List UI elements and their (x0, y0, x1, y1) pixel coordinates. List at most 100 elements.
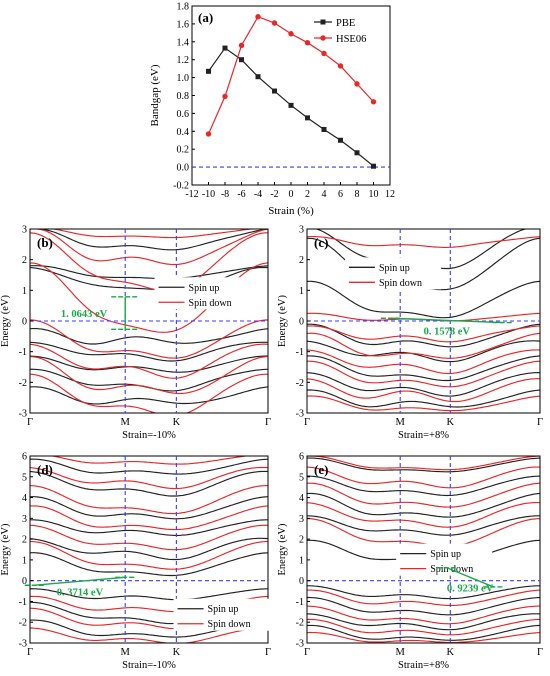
y-tick-label: -1 (19, 597, 27, 608)
spin-down-band (307, 360, 540, 388)
y-tick-label: 0.6 (177, 109, 190, 120)
spin-down-band (307, 325, 540, 343)
band-lines (307, 229, 540, 412)
data-point (288, 31, 294, 37)
spin-up-band (30, 265, 268, 280)
data-point (255, 14, 261, 20)
y-tick-label: 2 (22, 255, 27, 266)
spin-down-band (307, 631, 540, 643)
k-point-label: Γ (537, 647, 543, 658)
spin-up-band (307, 323, 540, 348)
legend-label: Spin up (430, 549, 461, 560)
spin-down-band (49, 456, 251, 465)
spin-up-band (30, 229, 268, 251)
y-tick-label: 0 (22, 317, 27, 328)
data-point (288, 102, 294, 108)
legend-label: Spin up (189, 283, 220, 294)
y-tick-label: 1 (22, 555, 27, 566)
y-tick-label: -2 (296, 378, 304, 389)
y-tick-label: 3 (22, 514, 27, 525)
y-axis-label: Energy (eV) (277, 523, 288, 575)
strain-caption: Strain=-10% (122, 430, 176, 441)
panel-b-band-structure: -3 -2 -1 0 1 2 3 Γ M K Γ Strain=-10% Energy (eV) (b) S… (0, 225, 271, 442)
spin-up-band (307, 457, 540, 473)
x-tick-label: -8 (221, 189, 229, 200)
y-tick-label: 3 (299, 514, 304, 525)
y-tick-label: 4 (22, 493, 27, 504)
spin-down-band (30, 627, 268, 643)
y-tick-label: 2 (299, 535, 304, 546)
spin-up-band (307, 515, 540, 536)
spin-down-band (30, 485, 268, 515)
k-point-label: Γ (304, 417, 310, 428)
spin-up-band (307, 389, 540, 408)
x-tick-label: 12 (385, 189, 395, 200)
y-tick-label: -1 (296, 597, 304, 608)
gap-label: 1. 0643 eV (61, 309, 108, 320)
spin-down-band (307, 456, 540, 471)
panel-label: (c) (314, 235, 328, 250)
panel-label: (a) (198, 10, 213, 25)
spin-up-band (307, 280, 540, 319)
legend-label: Spin down (189, 298, 232, 309)
y-tick-label: 1 (299, 555, 304, 566)
legend-background (173, 598, 270, 631)
x-tick-label: 10 (369, 189, 379, 200)
spin-down-band (307, 236, 540, 248)
spin-down-band (307, 589, 540, 606)
legend-label: Spin up (208, 604, 239, 615)
legend-background (396, 543, 493, 576)
data-point (321, 127, 327, 133)
k-point-label: Γ (265, 417, 271, 428)
x-tick-label: 2 (305, 189, 310, 200)
y-tick-label: 4 (299, 493, 304, 504)
strain-caption: Strain=-10% (122, 660, 176, 671)
panel-label: (b) (37, 235, 53, 250)
x-tick-label: -12 (185, 189, 198, 200)
spin-down-band (30, 356, 268, 395)
k-point-label: K (173, 647, 181, 658)
data-point (238, 42, 245, 49)
data-point (255, 74, 261, 80)
data-point (304, 39, 311, 46)
panel-c-band-structure: -3 -2 -1 0 1 2 3 Γ M K Γ Strain=+8% Energy (eV) (c) Sp… (277, 225, 543, 442)
spin-up-band (30, 266, 268, 291)
data-point (271, 20, 278, 26)
y-tick-label: 1.8 (177, 2, 190, 13)
spin-up-band (307, 596, 540, 616)
spin-up-band (30, 355, 268, 373)
data-point (239, 57, 244, 63)
spin-down-band (30, 319, 268, 359)
x-tick-label: -10 (202, 189, 215, 200)
spin-up-band (307, 355, 540, 382)
legend-label: Spin down (208, 619, 251, 630)
gap-arrow (34, 576, 126, 586)
k-point-label: M (396, 647, 406, 658)
spin-up-band (30, 519, 268, 536)
y-tick-label: 1 (299, 286, 304, 297)
y-tick-label: 3 (22, 225, 27, 236)
panel-e-band-structure: -3 -2 -1 0 1 2 3 4 5 6 Γ M K Γ Strain=+8% Energy (eV) (e… (277, 452, 543, 672)
legend-background (344, 257, 441, 290)
y-tick-label: 0.4 (177, 127, 190, 138)
x-tick-label: 4 (322, 189, 327, 200)
x-tick-label: 6 (338, 189, 343, 200)
spin-down-band (307, 395, 540, 412)
y-tick-label: -2 (19, 618, 27, 629)
y-tick-label: 0.8 (177, 91, 190, 102)
strain-caption: Strain=+8% (398, 430, 449, 441)
spin-down-band (30, 540, 268, 570)
spin-down-band (307, 605, 540, 625)
y-tick-label: 1.0 (177, 73, 190, 84)
spin-down-band (307, 518, 540, 547)
k-point-label: K (173, 417, 181, 428)
spin-up-band (30, 341, 268, 362)
k-point-label: Γ (27, 417, 33, 428)
spin-down-band (307, 332, 540, 359)
y-tick-label: 0 (22, 576, 27, 587)
data-point (338, 137, 343, 143)
y-tick-label: 6 (299, 452, 304, 463)
x-tick-label: -4 (254, 189, 262, 200)
legend-marker (320, 19, 326, 25)
y-tick-label: -1 (19, 347, 27, 358)
